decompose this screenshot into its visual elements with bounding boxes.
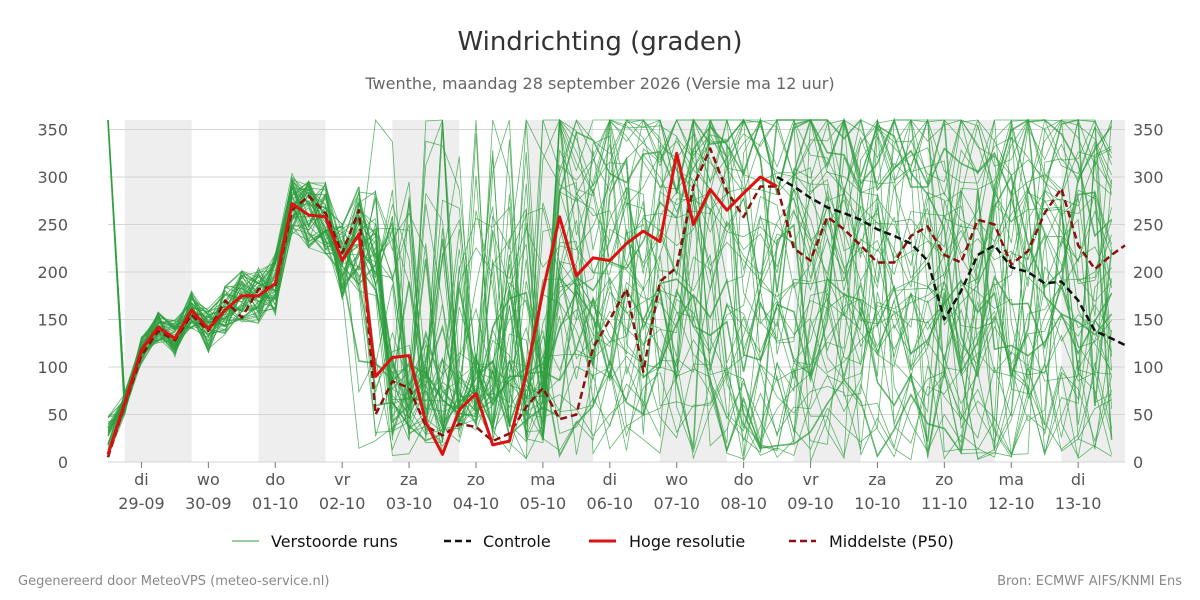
x-tick-day-3: vr bbox=[334, 470, 350, 489]
x-tick-date-2: 01-10 bbox=[252, 494, 299, 513]
x-tick-date-10: 09-10 bbox=[787, 494, 834, 513]
y-axis-right: 0 50 100 150 200 250 300 350 bbox=[1133, 121, 1164, 473]
x-tick-date-0: 29-09 bbox=[118, 494, 165, 513]
x-tick-day-6: ma bbox=[530, 470, 555, 489]
main-series bbox=[106, 147, 1126, 458]
ensemble-run-48 bbox=[107, 118, 1112, 455]
x-tick-day-10: vr bbox=[803, 470, 819, 489]
x-tick-date-8: 07-10 bbox=[653, 494, 700, 513]
ensemble-run-34 bbox=[107, 119, 1112, 455]
y-tick-left-50: 50 bbox=[48, 406, 68, 425]
y-tick-right-300: 300 bbox=[1133, 168, 1164, 187]
x-tick-date-14: 13-10 bbox=[1055, 494, 1102, 513]
y-tick-right-250: 250 bbox=[1133, 216, 1164, 235]
y-tick-left-150: 150 bbox=[37, 311, 68, 330]
ensemble-run-38 bbox=[107, 119, 1112, 462]
ensemble-run-47 bbox=[107, 180, 1112, 458]
x-tick-day-7: di bbox=[603, 470, 618, 489]
x-tick-date-11: 10-10 bbox=[854, 494, 901, 513]
x-tick-day-13: ma bbox=[999, 470, 1024, 489]
x-tick-date-12: 11-10 bbox=[921, 494, 968, 513]
y-tick-right-50: 50 bbox=[1133, 406, 1153, 425]
ensemble-run-45 bbox=[107, 117, 1113, 450]
chart-title: Windrichting (graden) bbox=[457, 27, 742, 57]
y-tick-left-200: 200 bbox=[37, 263, 68, 282]
x-tick-day-2: do bbox=[265, 470, 285, 489]
ensemble-run-41 bbox=[107, 144, 1112, 455]
series-line-controle bbox=[776, 175, 1126, 347]
x-tick-day-8: wo bbox=[665, 470, 688, 489]
y-tick-right-200: 200 bbox=[1133, 263, 1164, 282]
ensemble-run-9 bbox=[107, 119, 1113, 453]
x-tick-date-13: 12-10 bbox=[988, 494, 1035, 513]
x-tick-date-9: 08-10 bbox=[720, 494, 767, 513]
x-tick-day-4: za bbox=[400, 470, 418, 489]
day-shade-0 bbox=[124, 120, 192, 462]
x-axis: di 29-09 wo 30-09 do 01-10 vr 02-10 za 03-10 zo 04-… bbox=[118, 462, 1101, 513]
ensemble-run-44 bbox=[107, 119, 1112, 460]
x-tick-date-7: 06-10 bbox=[587, 494, 634, 513]
y-tick-left-0: 0 bbox=[58, 453, 68, 472]
footer-source: Bron: ECMWF AIFS/KNMI Ens bbox=[997, 574, 1182, 589]
legend-label-hires: Hoge resolutie bbox=[629, 532, 745, 551]
y-tick-left-350: 350 bbox=[37, 121, 68, 140]
legend-label-ensemble: Verstoorde runs bbox=[271, 532, 398, 551]
y-tick-right-350: 350 bbox=[1133, 121, 1164, 140]
ensemble-run-35 bbox=[107, 119, 1112, 457]
y-tick-right-150: 150 bbox=[1133, 311, 1164, 330]
y-axis-left: 0 50 100 150 200 250 300 350 bbox=[37, 121, 68, 473]
legend-label-p50: Middelste (P50) bbox=[829, 532, 954, 551]
y-tick-left-100: 100 bbox=[37, 358, 68, 377]
x-tick-day-12: zo bbox=[935, 470, 953, 489]
x-tick-day-11: za bbox=[868, 470, 886, 489]
x-tick-day-0: di bbox=[134, 470, 149, 489]
ensemble-run-39 bbox=[107, 119, 1112, 453]
y-tick-left-250: 250 bbox=[37, 216, 68, 235]
y-tick-right-100: 100 bbox=[1133, 358, 1164, 377]
chart-subtitle: Twenthe, maandag 28 september 2026 (Vers… bbox=[364, 74, 834, 93]
series-line-hoge-resolutie bbox=[106, 151, 778, 456]
x-tick-date-5: 04-10 bbox=[453, 494, 500, 513]
x-tick-day-5: zo bbox=[467, 470, 485, 489]
x-tick-day-14: di bbox=[1071, 470, 1086, 489]
legend: Verstoorde runs Controle Hoge resolutie … bbox=[232, 532, 954, 551]
legend-label-control: Controle bbox=[483, 532, 551, 551]
y-tick-left-300: 300 bbox=[37, 168, 68, 187]
x-tick-date-3: 02-10 bbox=[319, 494, 366, 513]
ensemble-run-29 bbox=[107, 118, 1112, 460]
x-tick-day-9: do bbox=[734, 470, 754, 489]
y-tick-right-0: 0 bbox=[1133, 453, 1143, 472]
x-tick-date-1: 30-09 bbox=[185, 494, 232, 513]
x-tick-day-1: wo bbox=[197, 470, 220, 489]
footer-generated: Gegenereerd door MeteoVPS (meteo-service… bbox=[18, 574, 329, 589]
ensemble-run-37 bbox=[107, 119, 1112, 461]
x-tick-date-4: 03-10 bbox=[386, 494, 433, 513]
x-tick-date-6: 05-10 bbox=[520, 494, 567, 513]
